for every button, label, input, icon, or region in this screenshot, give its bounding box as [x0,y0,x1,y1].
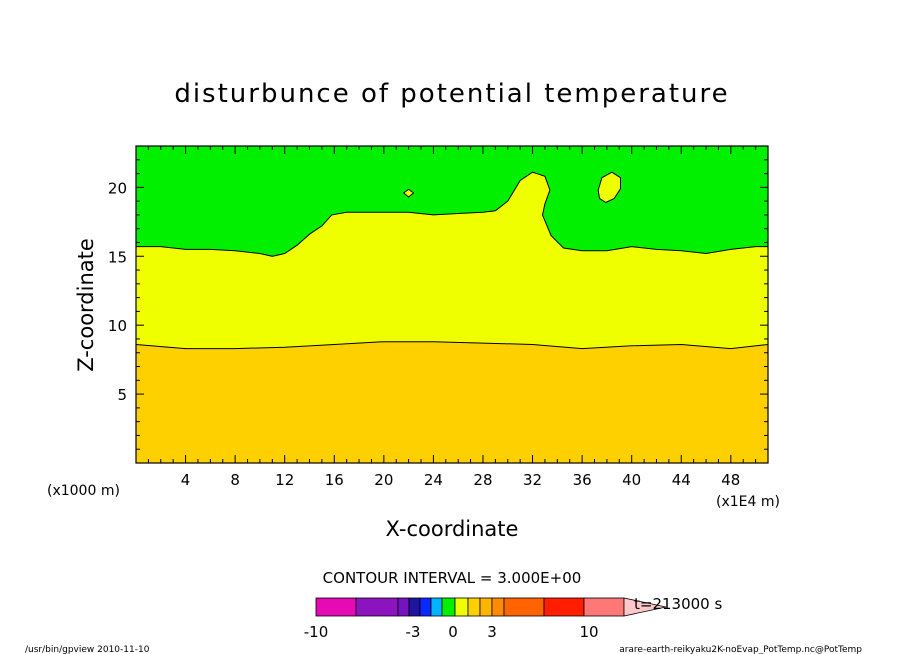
x-tick-label: 8 [230,471,240,489]
colorbar-swatch [441,597,456,617]
colorbar-swatch [503,597,545,617]
x-tick-label: 4 [181,471,191,489]
colorbar-tick-label: 3 [487,623,497,641]
colorbar-tick-label: -10 [304,623,329,641]
x-tick-label: 20 [374,471,393,489]
colorbar-swatch [479,597,493,617]
chart-title: disturbunce of potential temperature [174,79,729,109]
x-tick-label: 24 [424,471,443,489]
plot-frame [135,145,769,464]
colorbar: -10 -3 0 3 10 [304,597,667,641]
band-lower [136,341,768,463]
x-axis-label: X-coordinate [386,517,519,541]
colorbar-swatch [454,597,469,617]
contour-line-upper [136,171,768,257]
colorbar-swatch [543,597,585,617]
colorbar-swatch [430,597,443,617]
x-tick-label: 12 [275,471,294,489]
y-tick-label: 10 [108,317,127,335]
y-axis-label: Z-coordinate [74,238,98,372]
x-unit-left: (x1000 m) [47,483,120,499]
x-tick-label: 16 [325,471,344,489]
y-tick-label: 15 [108,248,127,266]
colorbar-swatch [408,597,421,617]
colorbar-tick-label: 0 [448,623,458,641]
colorbar-swatch [467,597,481,617]
contour-island [597,171,621,203]
time-label: t=213000 s [634,595,722,613]
colorbar-swatch [355,597,399,617]
plot-area [135,145,769,464]
x-tick-label: 44 [672,471,691,489]
x-tick-label: 36 [573,471,592,489]
colorbar-swatch [583,597,625,617]
colorbar-swatch [315,597,357,617]
colorbar-swatch [419,597,432,617]
contour-line-lower [135,341,769,350]
x-tick-label: 32 [523,471,542,489]
contour-island [403,188,415,198]
colorbar-swatch [397,597,410,617]
footer-left-text: /usr/bin/gpview 2010-11-10 [25,645,150,654]
colorbar-swatch [491,597,505,617]
x-tick-label: 48 [721,471,740,489]
contour-interval-text: CONTOUR INTERVAL = 3.000E+00 [323,569,582,587]
footer-right-text: arare-earth-reikyaku2K-noEvap_PotTemp.nc… [619,645,862,654]
colorbar-tick-label: -3 [406,623,421,641]
x-tick-label: 40 [622,471,641,489]
colorbar-tick-label: 10 [579,623,598,641]
x-tick-label: 28 [473,471,492,489]
x-unit-right: (x1E4 m) [716,494,780,510]
y-tick-label: 5 [117,386,127,404]
y-tick-label: 20 [108,179,127,197]
colorbar-arrow [623,597,667,617]
